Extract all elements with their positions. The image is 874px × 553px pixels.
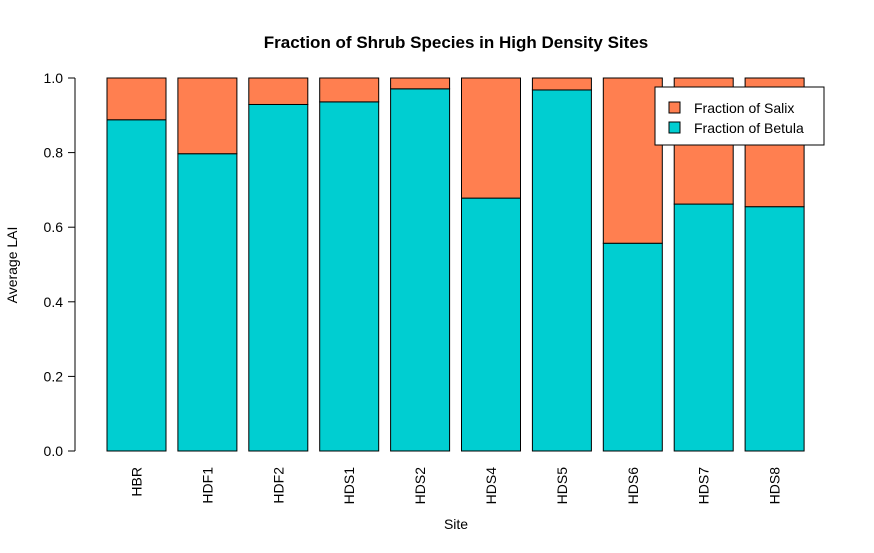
bar-fraction-of-betula <box>248 103 309 452</box>
y-axis: 0.0 0.2 0.4 0.6 0.8 1.0 <box>44 70 76 459</box>
x-axis-label: Site <box>444 516 468 532</box>
bar-fraction-of-betula <box>390 88 451 452</box>
legend: Fraction of Salix Fraction of Betula <box>654 86 825 146</box>
x-tick-label: HDS4 <box>483 467 499 505</box>
x-tick-label: HDS6 <box>625 467 641 505</box>
legend-swatch <box>668 121 681 134</box>
bar-fraction-of-salix <box>461 77 521 199</box>
bar-fraction-of-salix <box>106 77 167 121</box>
bar-fraction-of-salix <box>390 77 451 90</box>
y-tick-label: 0.2 <box>44 368 64 384</box>
legend-label: Fraction of Betula <box>694 120 804 136</box>
bar-fraction-of-betula <box>531 89 592 452</box>
bar-fraction-of-betula <box>177 153 238 452</box>
bar-fraction-of-salix <box>319 77 380 103</box>
x-tick-label: HDS7 <box>696 467 712 505</box>
bar-fraction-of-betula <box>673 203 734 452</box>
x-tick-label: HDS1 <box>341 467 357 505</box>
x-tick-label: HDS2 <box>412 467 428 505</box>
bar-fraction-of-betula <box>744 206 805 452</box>
y-tick-label: 0.4 <box>44 294 64 310</box>
y-tick-label: 0.0 <box>44 443 64 459</box>
bar-fraction-of-betula <box>106 119 167 452</box>
legend-label: Fraction of Salix <box>694 100 794 116</box>
legend-swatch <box>668 101 681 114</box>
bar-fraction-of-betula <box>602 242 663 452</box>
y-tick-label: 0.8 <box>44 145 64 161</box>
x-tick-label: HDF1 <box>199 467 215 504</box>
x-tick-label: HBR <box>129 467 145 497</box>
bar-fraction-of-salix <box>602 77 663 244</box>
x-tick-label: HDS5 <box>554 467 570 505</box>
bar-fraction-of-salix <box>248 77 309 105</box>
bar-fraction-of-betula <box>461 197 521 452</box>
y-tick-label: 0.6 <box>44 219 64 235</box>
x-axis: HBR HDF1 HDF2 HDS1 HDS2 HDS4 HDS5 HDS6 HDS7 HDS8 <box>129 467 783 505</box>
bar-fraction-of-salix <box>177 77 238 155</box>
chart-title: Fraction of Shrub Species in High Densit… <box>264 33 648 52</box>
bar-fraction-of-salix <box>531 77 592 91</box>
x-tick-label: HDS8 <box>767 467 783 505</box>
x-tick-label: HDF2 <box>270 467 286 504</box>
bar-fraction-of-betula <box>319 101 380 452</box>
legend-box <box>654 86 825 146</box>
y-tick-label: 1.0 <box>44 70 64 86</box>
y-axis-label: Average LAI <box>4 227 20 304</box>
